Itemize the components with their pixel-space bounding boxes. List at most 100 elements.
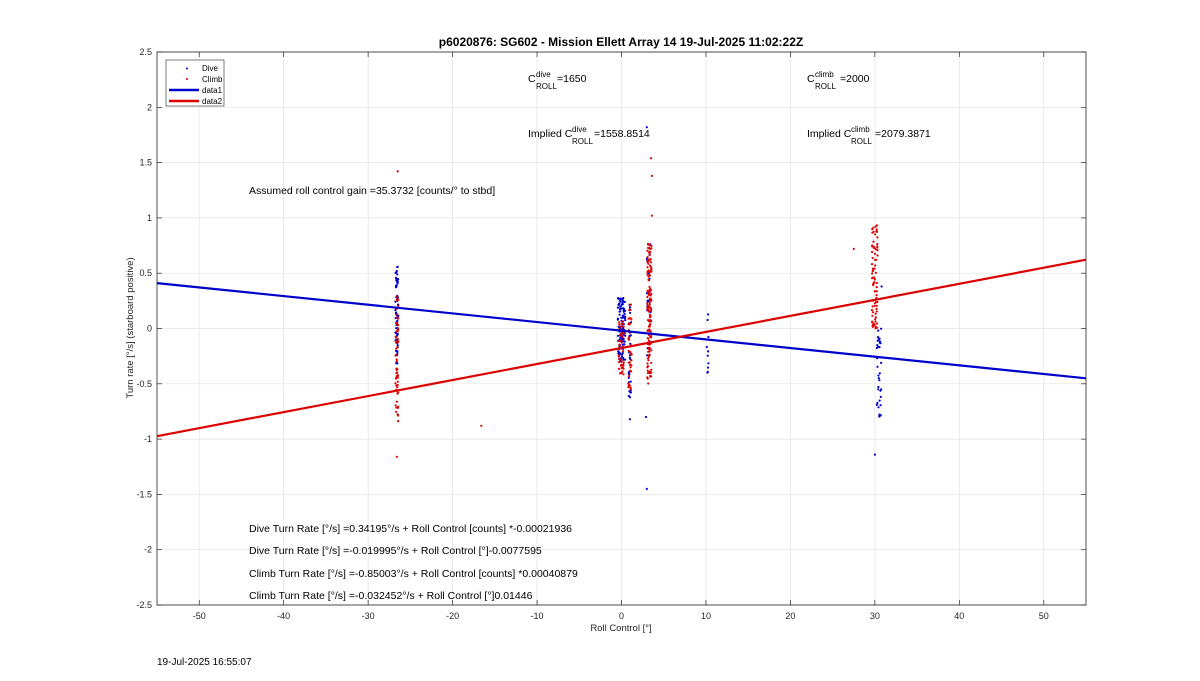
x-axis-label: Roll Control [°] [590,623,651,634]
implied-climb-value: =2079.3871 [875,128,931,140]
climb-point [395,360,398,363]
climb-point [876,254,879,257]
y-tick-label: 0.5 [139,268,152,278]
x-tick-label: -20 [446,611,459,621]
climb-point [871,321,874,324]
climb-point [649,294,652,297]
climb-point [872,226,875,229]
climb-point [647,251,651,254]
climb-point [648,292,651,295]
climb-point [622,373,625,376]
dive-point [880,285,883,288]
climb-point [618,340,621,343]
climb-point [622,361,625,364]
c-dive-base: C [528,73,536,85]
climb-point [396,374,399,377]
climb-point [395,372,398,375]
c-climb-value: =2000 [840,73,870,85]
timestamp: 19-Jul-2025 16:55:07 [157,657,252,668]
climb-point [620,366,623,370]
dive-point [707,362,710,365]
climb-point [873,252,877,255]
x-tick-label: 40 [954,611,964,621]
implied-c-roll-climb-annotation: Implied C climb ROLL =2079.3871 [807,125,931,146]
dive-point [877,388,880,391]
climb-point [646,377,649,380]
c-climb-sup: climb [815,70,834,79]
climb-point [646,249,649,252]
dive-point [877,406,880,409]
x-tick-label: 0 [619,611,624,621]
climb-point [618,334,621,337]
dive-point [621,343,624,346]
climb-point [871,250,874,253]
dive-point [879,395,882,398]
climb-point [647,355,651,358]
climb-point [646,362,649,365]
climb-point [648,244,651,247]
climb-point [618,323,621,326]
climb-point [871,256,874,260]
dive-point [627,372,630,375]
x-tick-label: 30 [870,611,880,621]
climb-point [648,285,651,288]
climb-point [648,301,651,304]
climb-point [394,335,397,338]
c-dive-sub: ROLL [536,82,557,91]
legend-climb-label: Climb [202,75,223,84]
dive-point [624,334,627,337]
climb-point [648,271,651,274]
dive-point [629,380,632,383]
climb-point [649,323,652,326]
dive-point [877,374,880,377]
climb-point [396,383,399,387]
dive-point [707,313,710,316]
climb-point [397,414,400,417]
climb-point [480,424,483,427]
dive-point [706,318,709,322]
legend-data2-label: data2 [202,97,223,106]
dive-point [877,377,880,380]
dive-point [396,279,399,282]
climb-point [627,317,630,320]
climb-point [646,369,649,372]
climb-point [646,273,649,276]
climb-point [871,272,874,275]
climb-point [873,323,876,327]
climb-point [630,353,633,356]
climb-point [875,310,878,313]
climb-point [871,244,874,247]
climb-point [647,382,650,385]
dive-point [707,335,710,339]
climb-point [649,347,652,350]
climb-point [395,298,399,301]
climb-point [875,281,878,285]
y-tick-label: 2 [147,102,152,112]
climb-point [646,365,650,368]
climb-point [648,259,651,262]
x-tick-label: 10 [701,611,711,621]
climb-point [650,299,653,302]
climb-point [648,253,651,256]
climb-point [873,281,876,284]
y-tick-label: -1 [144,434,152,444]
climb-point [629,350,632,354]
climb-point [618,321,621,324]
climb-point [874,325,877,328]
climb-point [647,350,650,353]
plot-frame [156,51,1087,606]
y-tick-label: -0.5 [136,379,152,389]
dive-point [877,345,880,348]
climb-point [647,354,651,357]
climb-point [876,245,879,248]
dive-point [706,354,709,357]
climb-point [649,309,653,312]
climb-point [646,329,649,332]
climb-point [396,317,400,320]
climb-point [397,391,400,394]
climb-point [621,350,625,353]
climb-point [650,349,653,352]
dive-point [645,487,648,490]
x-tick-label: -30 [362,611,375,621]
